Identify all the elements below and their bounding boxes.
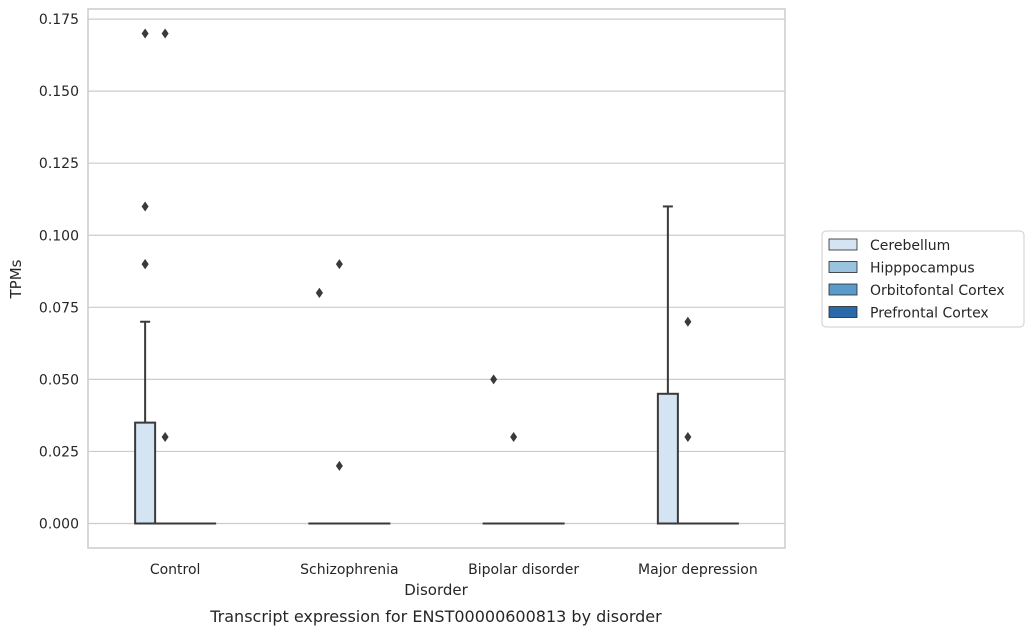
outlier-point <box>161 432 169 443</box>
legend-swatch <box>828 238 858 251</box>
box-rect <box>656 392 679 525</box>
y-axis-label: TPMs <box>7 259 25 299</box>
legend-frame <box>821 230 1025 328</box>
y-tick-label: 0.150 <box>39 84 79 100</box>
outlier-point <box>335 259 343 270</box>
legend-label: Hipppocampus <box>870 261 975 277</box>
x-tick-label: Control <box>150 562 201 578</box>
legend-item: Orbitofontal Cortex <box>828 283 1005 299</box>
legend-label: Orbitofontal Cortex <box>870 283 1005 299</box>
y-tick-label: 0.000 <box>39 517 79 533</box>
y-tick-label: 0.050 <box>39 372 79 388</box>
y-tick-label: 0.075 <box>39 300 79 316</box>
y-tick-label: 0.175 <box>39 12 79 28</box>
outlier-point <box>141 201 149 212</box>
x-tick-label: Bipolar disorder <box>468 562 579 578</box>
outlier-point <box>315 287 323 298</box>
box-cerebellum <box>656 205 679 525</box>
legend-item: Cerebellum <box>828 238 950 254</box>
y-tick-label: 0.100 <box>39 228 79 244</box>
x-tick-labels: Control Schizophrenia Bipolar disorder Majo… <box>150 562 758 578</box>
x-axis-label: Disorder <box>404 581 468 599</box>
outlier-point <box>335 460 343 471</box>
box-marks <box>134 205 739 525</box>
outlier-point <box>684 432 692 443</box>
grid-lines <box>88 18 785 525</box>
outlier-point <box>161 28 169 39</box>
y-tick-labels: 0.000 0.025 0.050 0.075 0.100 0.125 0.150 0.175 <box>39 12 79 532</box>
legend-swatch <box>828 306 858 318</box>
legend-label: Prefrontal Cortex <box>870 306 989 322</box>
outlier-point <box>510 432 518 443</box>
outlier-point <box>490 374 498 385</box>
x-tick-label: Major depression <box>638 562 758 578</box>
legend: Cerebellum Hipppocampus Orbitofontal Corte… <box>821 230 1025 328</box>
plot-frame <box>87 8 786 549</box>
y-tick-label: 0.125 <box>39 156 79 172</box>
legend-label: Cerebellum <box>870 238 950 254</box>
outlier-point <box>684 316 692 327</box>
legend-item: Prefrontal Cortex <box>828 306 989 322</box>
chart-caption: Transcript expression for ENST0000060081… <box>209 607 662 626</box>
box-cerebellum <box>134 320 157 525</box>
outlier-marks <box>141 28 692 471</box>
legend-item: Hipppocampus <box>828 261 975 277</box>
y-tick-label: 0.025 <box>39 444 79 460</box>
box-rect <box>134 421 157 525</box>
outlier-point <box>141 28 149 39</box>
x-tick-label: Schizophrenia <box>300 562 398 578</box>
outlier-point <box>141 259 149 270</box>
legend-swatch <box>828 283 858 296</box>
legend-swatch <box>828 261 858 273</box>
